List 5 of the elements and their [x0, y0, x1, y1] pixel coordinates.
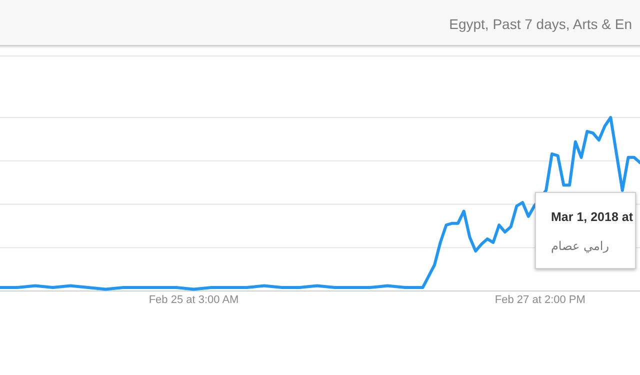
- x-tick-label: Feb 27 at 2:00 PM: [494, 294, 586, 306]
- annotation: رامي عصام: [551, 239, 610, 253]
- annotation: Mar 1, 2018 at: [551, 210, 634, 224]
- x-tick-label: Feb 25 at 3:00 AM: [148, 294, 239, 306]
- chart-title: Egypt, Past 7 days, Arts & En: [449, 16, 632, 32]
